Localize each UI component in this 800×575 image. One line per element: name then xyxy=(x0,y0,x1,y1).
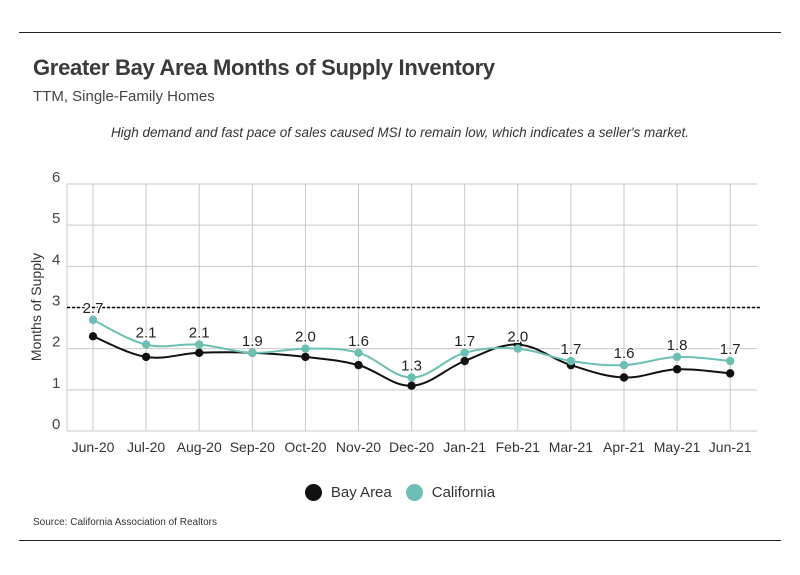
x-tick-label: Dec-20 xyxy=(389,439,434,455)
point-bay-area xyxy=(141,352,151,362)
point-california xyxy=(248,348,257,357)
data-labels: 2.7 2.1 2.1 1.9 2.0 1.6 1.3 1.7 2.0 1.7 1.6 1.8 1.7 xyxy=(81,298,742,376)
y-tick-label: 5 xyxy=(52,210,60,227)
data-label: 1.7 xyxy=(560,341,581,358)
x-tick-label: Apr-21 xyxy=(603,439,645,455)
x-tick-label: Sep-20 xyxy=(230,439,275,455)
legend-marker-bay-area xyxy=(304,484,322,501)
axis-ticks: 0 1 2 3 4 5 6 Jun-20 Jul-20 Aug-20 Sep-20 Oct-20 Nov… xyxy=(52,169,752,455)
point-california xyxy=(195,340,204,349)
chart-annotation: High demand and fast pace of sales cause… xyxy=(110,125,690,140)
data-label: 2.7 xyxy=(83,300,104,317)
y-tick-label: 3 xyxy=(52,293,60,310)
legend-label-california: California xyxy=(431,484,496,501)
legend: Bay Area California xyxy=(0,484,800,501)
data-label: 1.7 xyxy=(454,333,475,350)
point-california xyxy=(513,344,522,353)
y-tick-label: 4 xyxy=(52,251,60,268)
bottom-rule xyxy=(19,540,781,541)
source-note: Source: California Association of Realto… xyxy=(33,517,217,528)
data-label: 1.7 xyxy=(720,341,741,358)
point-bay-area xyxy=(88,332,98,341)
data-label: 2.1 xyxy=(189,325,210,342)
top-rule xyxy=(19,32,781,33)
point-bay-area xyxy=(301,352,310,362)
data-label: 2.0 xyxy=(507,329,528,346)
data-label: 2.0 xyxy=(295,329,316,346)
y-tick-label: 1 xyxy=(52,375,60,392)
point-bay-area xyxy=(672,365,682,374)
x-tick-label: Jan-21 xyxy=(443,439,486,455)
point-california xyxy=(354,348,363,357)
x-tick-label: Oct-20 xyxy=(284,439,326,455)
point-california xyxy=(672,352,682,362)
x-tick-label: Nov-20 xyxy=(336,439,381,455)
y-tick-label: 0 xyxy=(52,416,60,433)
data-label: 2.1 xyxy=(136,325,157,342)
point-bay-area xyxy=(460,356,469,366)
point-bay-area xyxy=(619,373,629,382)
x-tick-label: Jul-20 xyxy=(127,439,165,455)
x-tick-label: May-21 xyxy=(654,439,701,455)
data-label: 1.9 xyxy=(242,333,263,350)
point-bay-area xyxy=(195,348,204,357)
point-california xyxy=(619,360,629,370)
point-california xyxy=(301,344,310,353)
data-label: 1.8 xyxy=(667,337,688,354)
chart-subtitle: TTM, Single-Family Homes xyxy=(33,88,215,105)
point-california xyxy=(407,373,416,382)
series-group xyxy=(88,315,735,390)
point-california xyxy=(460,348,469,357)
point-bay-area xyxy=(407,381,416,390)
x-tick-label: Aug-20 xyxy=(177,439,222,455)
legend-label-bay-area: Bay Area xyxy=(330,484,392,501)
data-label: 1.3 xyxy=(401,357,422,374)
point-california xyxy=(141,340,151,349)
point-california xyxy=(566,356,576,366)
x-tick-label: Jun-20 xyxy=(72,439,115,455)
point-california xyxy=(88,315,98,325)
legend-marker-california xyxy=(405,484,423,501)
point-bay-area xyxy=(726,369,735,378)
x-tick-label: Mar-21 xyxy=(549,439,594,455)
y-tick-label: 2 xyxy=(52,334,60,351)
chart-title: Greater Bay Area Months of Supply Invent… xyxy=(33,55,495,80)
point-bay-area xyxy=(354,360,363,370)
x-tick-label: Feb-21 xyxy=(496,439,541,455)
data-label: 1.6 xyxy=(614,345,635,362)
x-tick-label: Jun-21 xyxy=(709,439,752,455)
line-chart: 2.72.1 2.1 1.9 2.0 1.61.31.7 2.01.7 1.6 1.8 1.7 … xyxy=(28,169,762,455)
legend-item-bay-area[interactable]: Bay Area xyxy=(304,484,392,501)
y-axis-label: Months of Supply xyxy=(28,253,44,361)
point-california xyxy=(726,356,735,366)
data-label: 1.6 xyxy=(348,333,369,350)
legend-item-california[interactable]: California xyxy=(405,484,496,501)
y-tick-label: 6 xyxy=(52,169,60,186)
